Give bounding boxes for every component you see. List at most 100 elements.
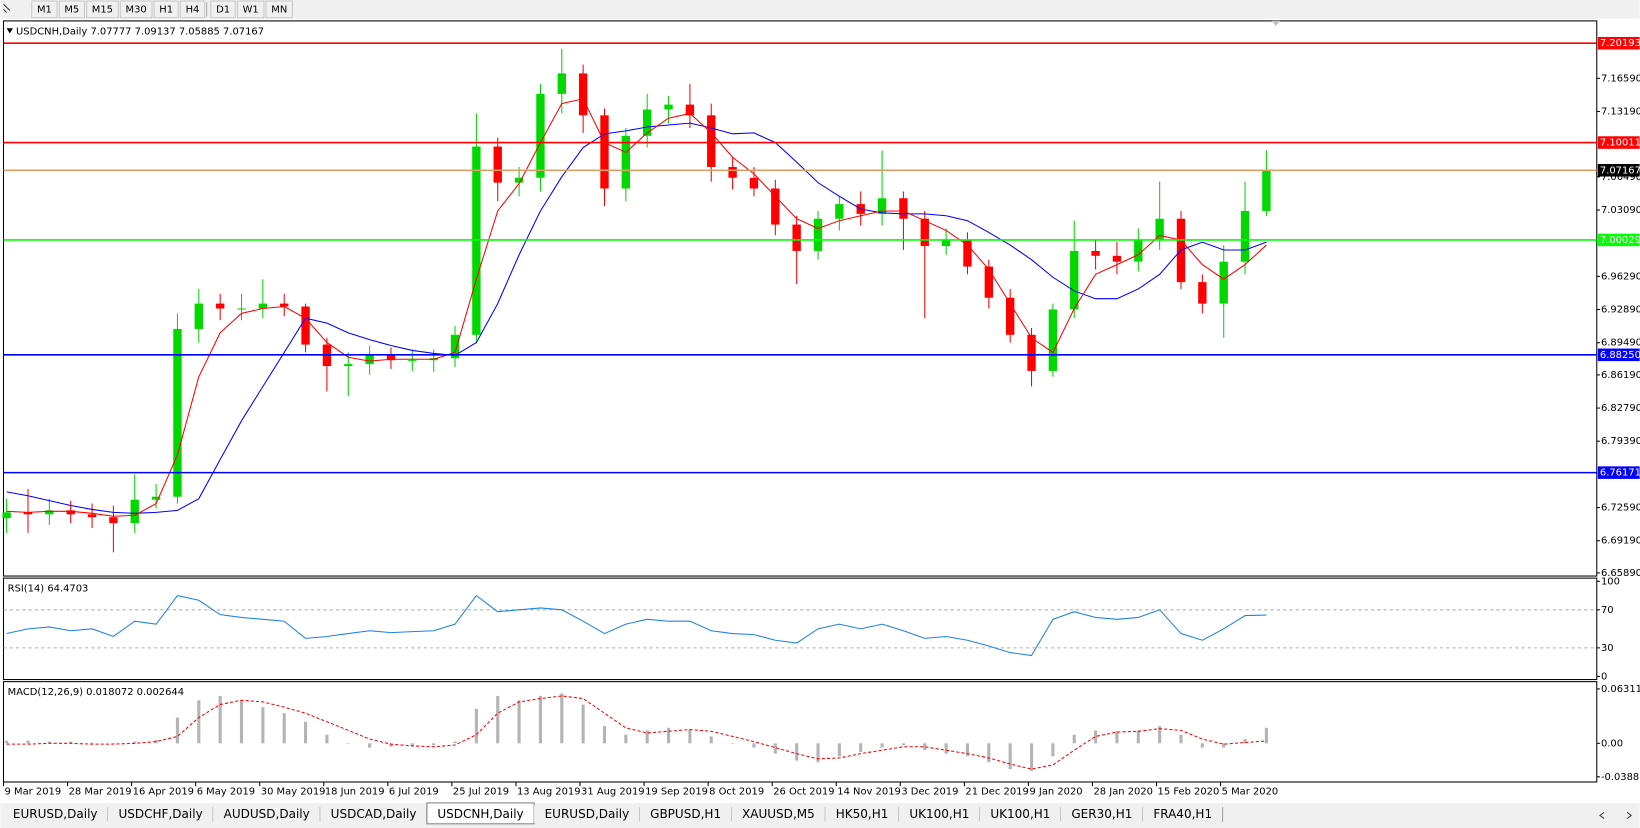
timeframe-button[interactable] bbox=[119, 0, 153, 19]
x-tick-label: 8 Oct 2019 bbox=[709, 786, 764, 797]
chart-tab-label[interactable]: EURUSD,Daily bbox=[545, 807, 630, 821]
chart-tab[interactable] bbox=[825, 805, 899, 823]
timeframe-button[interactable] bbox=[210, 0, 236, 19]
candle-body bbox=[685, 104, 695, 116]
histogram-bar bbox=[496, 695, 500, 744]
timeframe-button[interactable] bbox=[58, 0, 85, 19]
level-label: 7.10011 bbox=[1600, 138, 1640, 149]
histogram-bar bbox=[1136, 730, 1140, 744]
histogram-bar bbox=[474, 708, 478, 744]
histogram-bar bbox=[453, 741, 457, 744]
level-label: 7.07167 bbox=[1600, 165, 1640, 176]
histogram-bar bbox=[901, 743, 905, 746]
chart-tab-label[interactable]: UK100,H1 bbox=[990, 807, 1050, 821]
x-tick-label: 15 Feb 2020 bbox=[1158, 786, 1220, 797]
level-label-box bbox=[1597, 164, 1640, 177]
chart-tab-label[interactable]: GER30,H1 bbox=[1071, 807, 1132, 821]
candle-body bbox=[877, 198, 887, 214]
timeframe-button[interactable] bbox=[153, 0, 179, 19]
chart-tab-label[interactable]: USDCAD,Daily bbox=[331, 807, 417, 821]
candle-body bbox=[1027, 334, 1036, 371]
chart-tab[interactable] bbox=[213, 805, 321, 823]
timeframe-label[interactable]: M1 bbox=[37, 4, 52, 15]
histogram-bar bbox=[218, 695, 222, 744]
tab-scroll[interactable] bbox=[1599, 811, 1633, 820]
level-label-box bbox=[1597, 466, 1640, 479]
x-tick-label: 18 Jun 2019 bbox=[325, 786, 385, 797]
level-label: 6.76171 bbox=[1600, 468, 1640, 479]
timeframe-button[interactable] bbox=[86, 0, 119, 19]
timeframe-label[interactable]: M15 bbox=[92, 4, 113, 15]
histogram-bar bbox=[1179, 734, 1183, 744]
candle-body bbox=[109, 517, 118, 524]
timeframe-label[interactable]: MN bbox=[271, 4, 287, 15]
timeframe-label[interactable]: H1 bbox=[159, 4, 173, 15]
candle-body bbox=[1134, 240, 1143, 262]
chart-tab-label[interactable]: XAUUSD,M5 bbox=[742, 807, 815, 821]
draw-tool-icon[interactable] bbox=[3, 3, 11, 13]
timeframe-label[interactable]: D1 bbox=[216, 4, 230, 15]
histogram-bar bbox=[261, 707, 265, 744]
timeframe-label[interactable]: H4 bbox=[186, 4, 200, 15]
timeframe-button[interactable] bbox=[179, 0, 206, 19]
chart-tab-label[interactable]: HK50,H1 bbox=[836, 807, 889, 821]
chart-tab[interactable] bbox=[731, 805, 826, 823]
pane-title: MACD(12,26,9) 0.018072 0.002644 bbox=[8, 687, 184, 698]
signal-line bbox=[6, 695, 1267, 770]
histogram-bar bbox=[1094, 730, 1098, 744]
candle-body bbox=[301, 306, 310, 345]
histogram-bar bbox=[688, 729, 692, 744]
candle-body bbox=[1091, 250, 1100, 256]
chart-tab[interactable] bbox=[639, 805, 732, 823]
chart-tab[interactable] bbox=[1142, 805, 1223, 823]
candle-body bbox=[237, 308, 246, 310]
candle-body bbox=[899, 198, 908, 219]
chart-tab-label[interactable]: UK100,H1 bbox=[909, 807, 969, 821]
histogram-bar bbox=[346, 743, 350, 744]
timeframe-label[interactable]: M5 bbox=[64, 4, 79, 15]
chart-tab[interactable] bbox=[979, 805, 1061, 823]
y-tick-label: 6.92890 bbox=[1601, 305, 1640, 316]
chart-tab[interactable] bbox=[1060, 805, 1143, 823]
chart-tab[interactable] bbox=[2, 805, 109, 823]
chart-tab[interactable] bbox=[108, 805, 214, 823]
histogram-bar bbox=[666, 727, 671, 744]
y-tick-label: 70 bbox=[1601, 605, 1614, 616]
chart-tab-label[interactable]: AUDUSD,Daily bbox=[224, 807, 310, 821]
timeframe-button[interactable] bbox=[236, 0, 265, 19]
candle-body bbox=[1155, 218, 1164, 241]
histogram-bar bbox=[923, 743, 927, 751]
candle-body bbox=[173, 328, 182, 497]
x-tick-label: 28 Mar 2019 bbox=[69, 786, 132, 797]
histogram-bar bbox=[239, 700, 244, 744]
collapse-icon[interactable] bbox=[6, 28, 13, 34]
x-tick-label: 31 Aug 2019 bbox=[581, 786, 645, 797]
x-tick-label: 25 Jul 2019 bbox=[453, 786, 509, 797]
histogram-bar bbox=[1264, 727, 1268, 744]
candle-body bbox=[130, 499, 139, 524]
candle-body bbox=[450, 334, 460, 359]
histogram-bar bbox=[1222, 743, 1226, 748]
chart-tab[interactable] bbox=[898, 805, 980, 823]
timeframe-button[interactable] bbox=[265, 0, 294, 19]
x-tick-label: 9 Jan 2020 bbox=[1029, 786, 1082, 797]
chart-tab-label[interactable]: GBPUSD,H1 bbox=[650, 807, 721, 821]
histogram-bar bbox=[987, 743, 991, 763]
chart-tab[interactable] bbox=[534, 805, 640, 823]
histogram-bar bbox=[795, 743, 799, 761]
histogram-bar bbox=[517, 700, 521, 744]
chart-tab-label[interactable]: USDCNH,Daily bbox=[437, 807, 523, 821]
candle-body bbox=[557, 73, 566, 94]
timeframe-label[interactable]: W1 bbox=[243, 4, 259, 15]
timeframe-button[interactable] bbox=[31, 0, 58, 19]
timeframe-label[interactable]: M30 bbox=[126, 4, 147, 15]
chart-tab-label[interactable]: FRA40,H1 bbox=[1153, 807, 1212, 821]
candle-body bbox=[194, 303, 203, 329]
chart-tab-label[interactable]: EURUSD,Daily bbox=[13, 807, 98, 821]
level-label: 7.20193 bbox=[1600, 38, 1640, 49]
candle-body bbox=[536, 93, 545, 178]
candle-body bbox=[941, 240, 951, 247]
chart-tab-label[interactable]: USDCHF,Daily bbox=[118, 807, 202, 821]
chart-tab[interactable] bbox=[320, 805, 427, 823]
